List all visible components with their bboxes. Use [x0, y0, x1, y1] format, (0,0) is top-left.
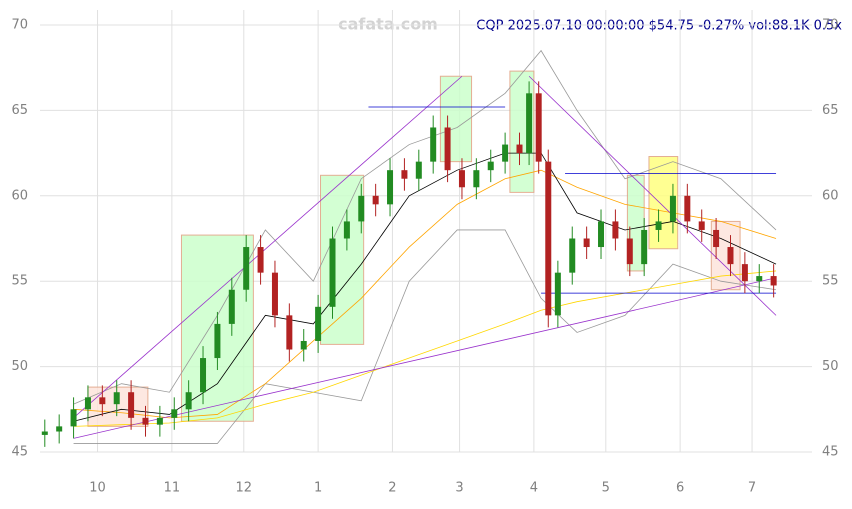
candle-body	[415, 161, 422, 179]
candle-body	[626, 238, 633, 265]
candle-body	[41, 431, 48, 435]
candle-body	[228, 289, 235, 324]
candle-body	[387, 170, 394, 205]
candle-body	[598, 221, 605, 248]
candle-body	[156, 417, 163, 425]
candle-body	[70, 409, 77, 427]
candle-body	[526, 93, 533, 154]
y-tick-label-right: 60	[822, 188, 839, 203]
candle-body	[545, 161, 552, 316]
x-tick-label: 2	[388, 481, 396, 496]
candle-body	[655, 221, 662, 230]
overlay-line	[73, 152, 777, 422]
candle-body	[458, 170, 465, 188]
candle-body	[583, 238, 590, 248]
x-tick-label: 3	[455, 481, 463, 496]
candle-body	[286, 315, 293, 350]
x-tick-label: 6	[676, 481, 684, 496]
candle-body	[329, 238, 336, 307]
overlay-line	[73, 169, 777, 419]
candle-body	[84, 397, 91, 410]
y-tick-label: 60	[11, 188, 28, 203]
y-tick-label-right: 65	[822, 103, 839, 118]
candle-body	[257, 247, 264, 273]
candle-body	[487, 161, 494, 171]
candle-body	[535, 93, 542, 162]
y-tick-label-right: 70	[822, 18, 839, 33]
x-tick-label: 7	[748, 481, 756, 496]
y-tick-label-right: 50	[822, 359, 839, 374]
y-tick-label-right: 55	[822, 274, 839, 289]
candle-body	[430, 127, 437, 162]
candle-body	[271, 272, 278, 316]
candle-body	[113, 392, 120, 405]
candle-body	[554, 272, 561, 316]
y-tick-label: 55	[11, 274, 28, 289]
candle-body	[569, 238, 576, 273]
candle-body	[56, 426, 63, 432]
y-tick-label-right: 45	[822, 445, 839, 460]
candle-body	[128, 392, 135, 418]
candle-body	[300, 340, 307, 350]
candle-body	[713, 229, 720, 248]
y-tick-label: 70	[11, 18, 28, 33]
x-tick-label: 5	[602, 481, 610, 496]
x-tick-label: 11	[164, 481, 181, 496]
candle-body	[200, 358, 207, 393]
candle-body	[343, 221, 350, 239]
zone	[320, 174, 365, 345]
candle-body	[243, 247, 250, 290]
x-tick-label: 10	[89, 481, 106, 496]
candle-body	[444, 127, 451, 171]
watermark: cafata.com	[338, 15, 438, 34]
candle-body	[502, 144, 509, 162]
candle-body	[171, 409, 178, 418]
candle-body	[99, 397, 106, 405]
y-tick-label: 45	[11, 445, 28, 460]
candle-body	[684, 195, 691, 222]
x-tick-label: 4	[530, 481, 538, 496]
candle-body	[770, 276, 777, 286]
candle-body	[401, 170, 408, 179]
candle-body	[669, 195, 676, 222]
candle-body	[315, 306, 322, 341]
candle-body	[372, 195, 379, 205]
candle-body	[612, 221, 619, 239]
candle-body	[698, 221, 705, 230]
candle-body	[358, 195, 365, 222]
candle-body	[185, 392, 192, 410]
candle-body	[142, 417, 149, 425]
x-tick-label: 1	[314, 481, 322, 496]
overlay-line	[73, 270, 777, 427]
overlay-line	[73, 229, 777, 444]
candle-body	[756, 276, 763, 282]
candle-body	[741, 264, 748, 282]
candle-body	[214, 323, 221, 359]
overlay-line	[528, 75, 777, 316]
candle-body	[473, 170, 480, 188]
y-tick-label: 50	[11, 359, 28, 374]
overlay-line	[73, 75, 463, 419]
candle-body	[516, 144, 523, 154]
x-tick-label: 12	[236, 481, 253, 496]
candle-body	[641, 229, 648, 265]
overlay-line	[73, 277, 777, 439]
chart-title: CQP 2025.07.10 00:00:00 $54.75 -0.27% vo…	[476, 19, 842, 34]
y-tick-label: 65	[11, 103, 28, 118]
candle-body	[727, 247, 734, 265]
